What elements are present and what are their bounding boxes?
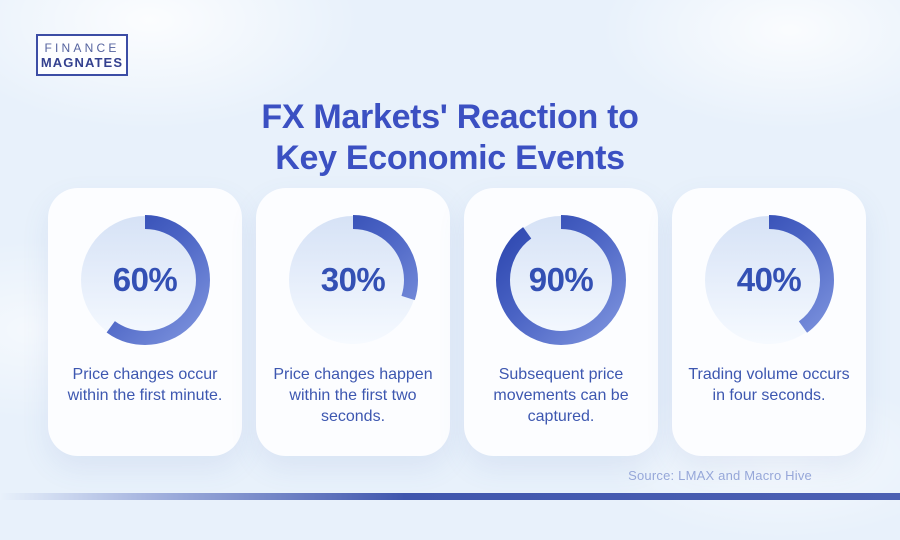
- donut-chart: 30%: [287, 214, 419, 346]
- stat-cards-row: 60% Price changes occur within the first…: [48, 188, 866, 456]
- donut-svg: [704, 215, 834, 345]
- stat-card-subsequent-movements: 90% Subsequent price movements can be ca…: [464, 188, 658, 456]
- donut-value-label: 60%: [112, 261, 178, 298]
- donut-value-label: 30%: [320, 261, 386, 298]
- donut-value-label: 90%: [528, 261, 594, 298]
- page-title-line1: FX Markets' Reaction to: [261, 97, 639, 136]
- stat-caption: Trading volume occurs in four seconds.: [688, 366, 850, 404]
- donut-chart: 40%: [703, 214, 835, 346]
- donut-svg: [80, 215, 210, 345]
- donut-chart: 90%: [495, 214, 627, 346]
- stat-caption: Subsequent price movements can be captur…: [493, 366, 629, 425]
- page-title: FX Markets' Reaction to Key Economic Eve…: [0, 97, 900, 179]
- stat-caption: Price changes happen within the first tw…: [273, 366, 433, 425]
- bottom-accent-bar: [0, 493, 900, 500]
- donut-svg: [496, 215, 626, 345]
- source-attribution: Source: LMAX and Macro Hive: [628, 468, 812, 483]
- donut-value-label: 40%: [736, 261, 802, 298]
- donut-svg: [288, 215, 418, 345]
- page-title-line2: Key Economic Events: [275, 138, 625, 177]
- finance-magnates-logo: FINANCE MAGNATES: [36, 34, 128, 76]
- stat-card-trading-volume: 40% Trading volume occurs in four second…: [672, 188, 866, 456]
- logo-text-magnates: MAGNATES: [40, 54, 124, 70]
- stat-card-first-minute: 60% Price changes occur within the first…: [48, 188, 242, 456]
- logo-text-finance: FINANCE: [44, 40, 120, 55]
- donut-chart: 60%: [79, 214, 211, 346]
- stat-caption: Price changes occur within the first min…: [67, 366, 223, 404]
- stat-card-two-seconds: 30% Price changes happen within the firs…: [256, 188, 450, 456]
